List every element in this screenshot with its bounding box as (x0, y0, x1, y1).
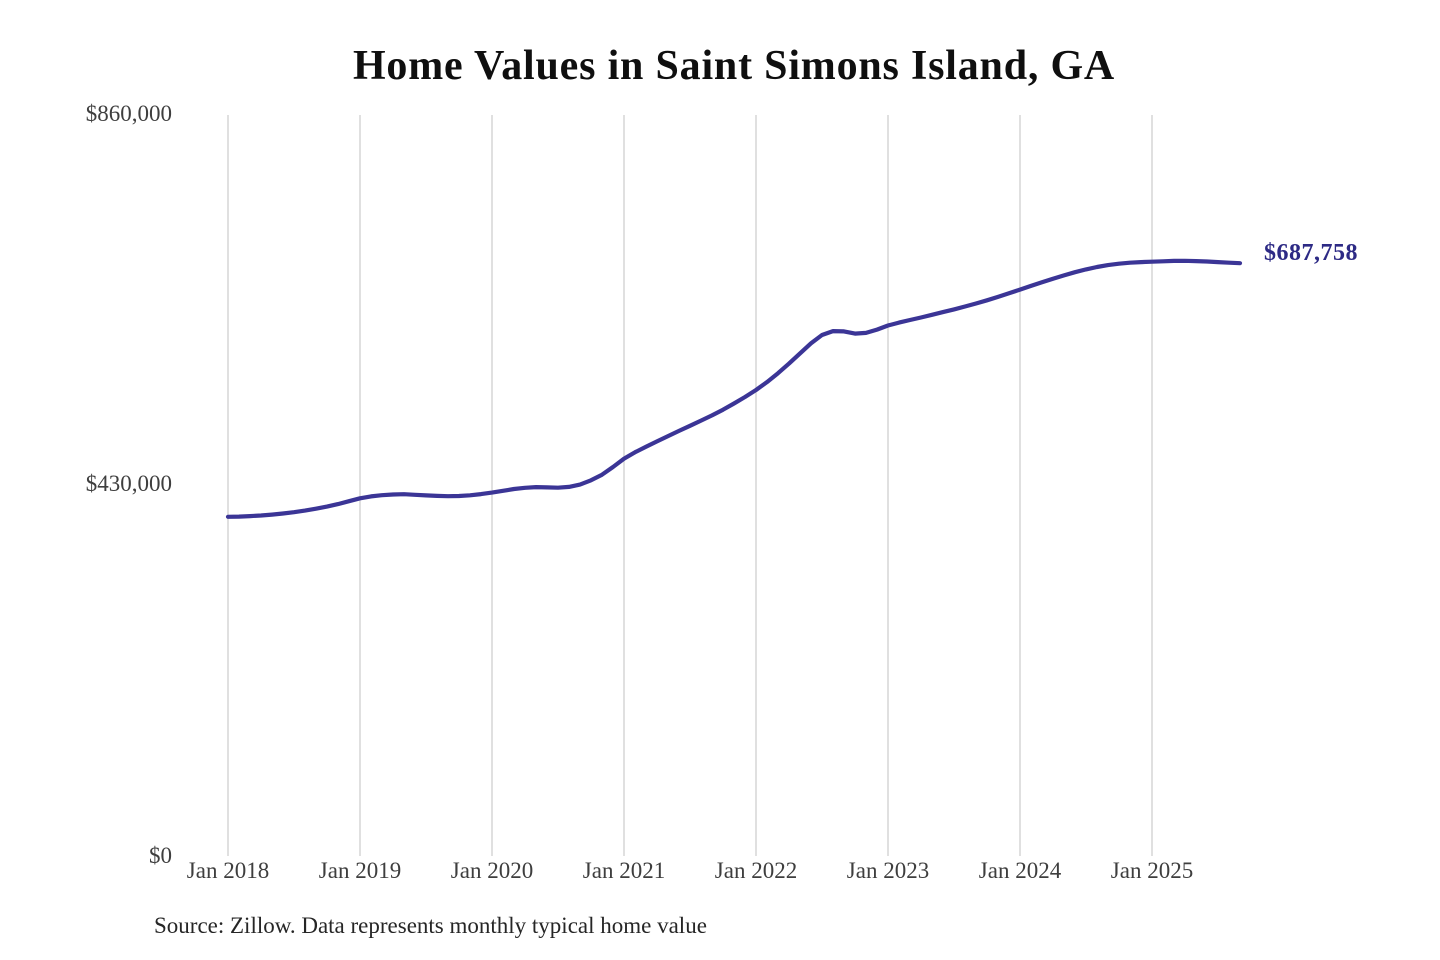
chart-title: Home Values in Saint Simons Island, GA (352, 43, 1116, 89)
home-value-line (225, 258, 1243, 519)
x-axis-tick-jan-2021: Jan 2021 (582, 858, 666, 883)
latest-value-label: $687,758 (1264, 240, 1358, 266)
y-axis-tick-860000: $860,000 (85, 101, 172, 126)
x-axis-tick-jan-2024: Jan 2024 (978, 858, 1062, 883)
x-axis-tick-jan-2023: Jan 2023 (846, 858, 930, 883)
x-axis-tick-jan-2020: Jan 2020 (450, 858, 534, 883)
y-axis-tick-430000: $430,000 (85, 471, 172, 496)
x-axis-tick-jan-2025: Jan 2025 (1110, 858, 1194, 883)
x-axis-tick-jan-2018: Jan 2018 (186, 858, 270, 883)
x-axis-tick-jan-2022: Jan 2022 (714, 858, 798, 883)
y-axis-tick-0: $0 (149, 843, 172, 868)
source-note: Source: Zillow. Data represents monthly … (154, 913, 707, 938)
x-axis-tick-jan-2019: Jan 2019 (318, 858, 402, 883)
